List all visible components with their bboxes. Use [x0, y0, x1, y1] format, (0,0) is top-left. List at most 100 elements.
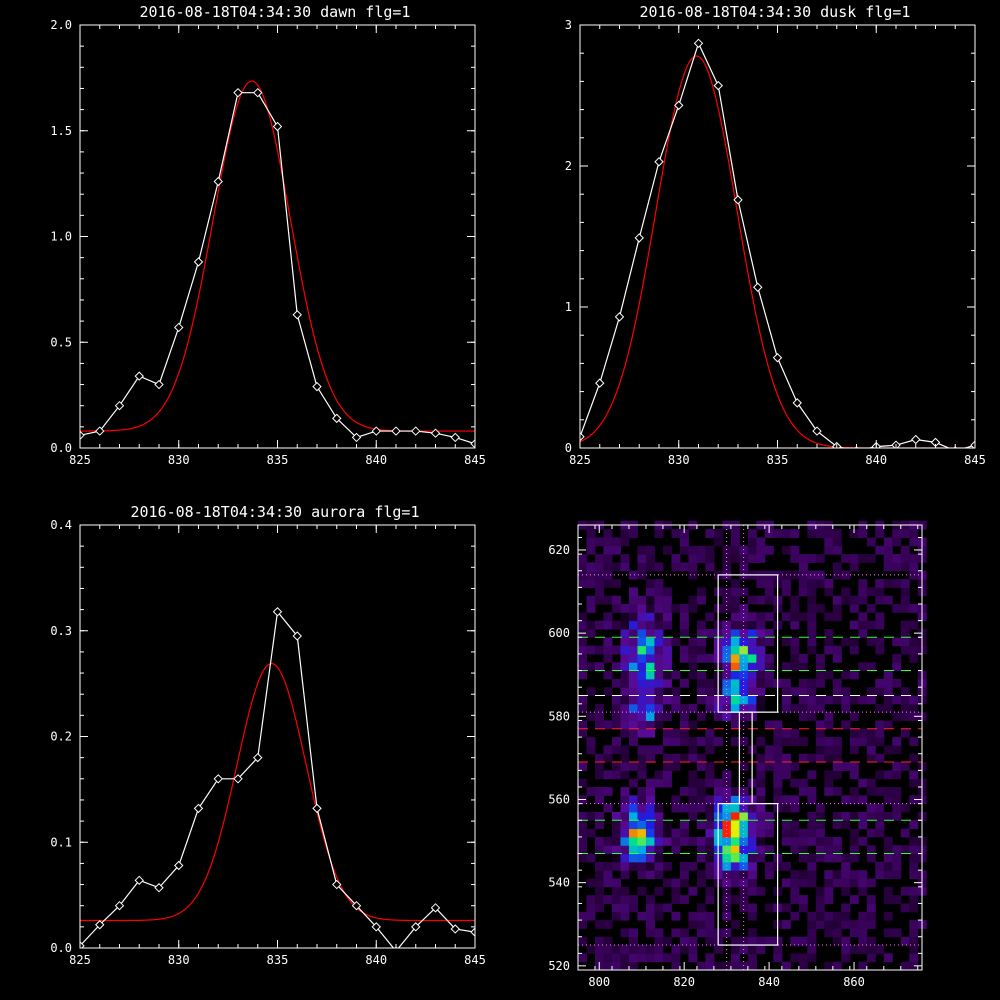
image-pixel: [722, 870, 732, 880]
image-pixel: [645, 787, 655, 796]
image-pixel: [611, 820, 621, 830]
image-pixel: [900, 903, 910, 913]
image-pixel: [620, 695, 630, 705]
image-pixel: [688, 836, 698, 846]
image-pixel: [866, 587, 876, 597]
dawn-y-tick-label: 0.0: [50, 441, 72, 455]
image-pixel: [892, 604, 902, 613]
image-pixel: [594, 936, 604, 946]
image-pixel: [586, 545, 596, 555]
image-pixel: [739, 545, 749, 555]
image-pixel: [628, 803, 638, 813]
image-pixel: [662, 753, 672, 763]
image-pixel: [696, 620, 706, 630]
image-pixel: [688, 770, 698, 780]
image-pixel: [637, 653, 647, 663]
image-pixel: [654, 620, 664, 630]
spectral-image-panel: 800 820 840 860 520 540 560 580 600 620: [548, 520, 927, 989]
dusk-data-point: [792, 398, 802, 408]
image-pixel: [858, 529, 868, 538]
image-pixel: [807, 587, 817, 597]
image-pixel: [747, 678, 757, 688]
image-pixel: [841, 886, 851, 896]
image-pixel: [815, 670, 825, 680]
image-pixel: [790, 886, 800, 896]
image-pixel: [662, 620, 672, 630]
image-pixel: [628, 737, 638, 746]
image-pixel: [679, 878, 689, 888]
image-pixel: [756, 803, 766, 813]
image-pixel: [671, 604, 681, 613]
image-pixel: [841, 703, 851, 713]
image-pixel: [578, 845, 587, 855]
image-pixel: [781, 795, 791, 805]
image-pixel: [747, 945, 757, 954]
image-pixel: [815, 695, 825, 705]
image-pixel: [730, 612, 740, 622]
image-pixel: [849, 811, 859, 821]
image-pixel: [781, 820, 791, 830]
image-pixel: [892, 662, 902, 672]
image-pixel: [654, 928, 664, 938]
image-pixel: [628, 936, 638, 946]
image-pixel: [849, 870, 859, 880]
image-pixel: [900, 595, 910, 605]
image-pixel: [756, 787, 766, 796]
image-pixel: [662, 612, 672, 622]
image-pixel: [815, 886, 825, 896]
image-pixel: [578, 703, 587, 713]
image-pixel: [892, 579, 902, 588]
image-pixel: [594, 878, 604, 888]
image-pixel: [637, 678, 647, 688]
image-pixel: [620, 945, 630, 954]
image-pixel: [611, 720, 621, 730]
image-pixel: [807, 612, 817, 622]
image-pixel: [603, 637, 613, 647]
image-pixel: [637, 787, 647, 796]
image-x-tick-label: 860: [843, 975, 865, 989]
image-pixel: [645, 678, 655, 688]
image-pixel: [696, 628, 706, 638]
image-pixel: [781, 878, 791, 888]
image-pixel: [594, 945, 604, 954]
image-pixel: [875, 637, 885, 647]
image-pixel: [730, 895, 740, 904]
image-pixel: [892, 803, 902, 813]
image-pixel: [756, 545, 766, 555]
dusk-y-tick-label: 1: [565, 300, 572, 314]
image-pixel: [594, 903, 604, 913]
image-pixel: [909, 928, 919, 938]
image-pixel: [900, 961, 910, 971]
image-pixel: [798, 878, 808, 888]
image-pixel: [594, 562, 604, 572]
image-pixel: [858, 587, 868, 597]
image-pixel: [671, 695, 681, 705]
aurora-x-tick-label: 825: [69, 953, 91, 967]
image-pixel: [637, 861, 647, 871]
image-pixel: [824, 928, 834, 938]
image-pixel: [858, 920, 868, 929]
image-pixel: [892, 928, 902, 938]
image-pixel: [654, 579, 664, 588]
image-pixel: [730, 529, 740, 538]
dawn-data-point: [351, 432, 362, 443]
image-pixel: [858, 945, 868, 954]
image-pixel: [628, 703, 638, 713]
image-pixel: [620, 703, 630, 713]
image-pixel: [586, 945, 596, 954]
image-pixel: [892, 653, 902, 663]
image-pixel: [722, 703, 732, 713]
image-pixel: [696, 803, 706, 813]
image-pixel: [739, 653, 749, 663]
image-pixel: [832, 529, 842, 538]
image-pixel: [603, 620, 613, 630]
image-pixel: [900, 936, 910, 946]
image-pixel: [815, 753, 825, 763]
image-pixel: [798, 953, 808, 963]
image-pixel: [866, 554, 876, 563]
image-pixel: [756, 853, 766, 863]
image-pixel: [747, 653, 757, 663]
image-pixel: [875, 811, 885, 821]
image-pixel: [815, 911, 825, 921]
image-pixel: [578, 820, 587, 830]
